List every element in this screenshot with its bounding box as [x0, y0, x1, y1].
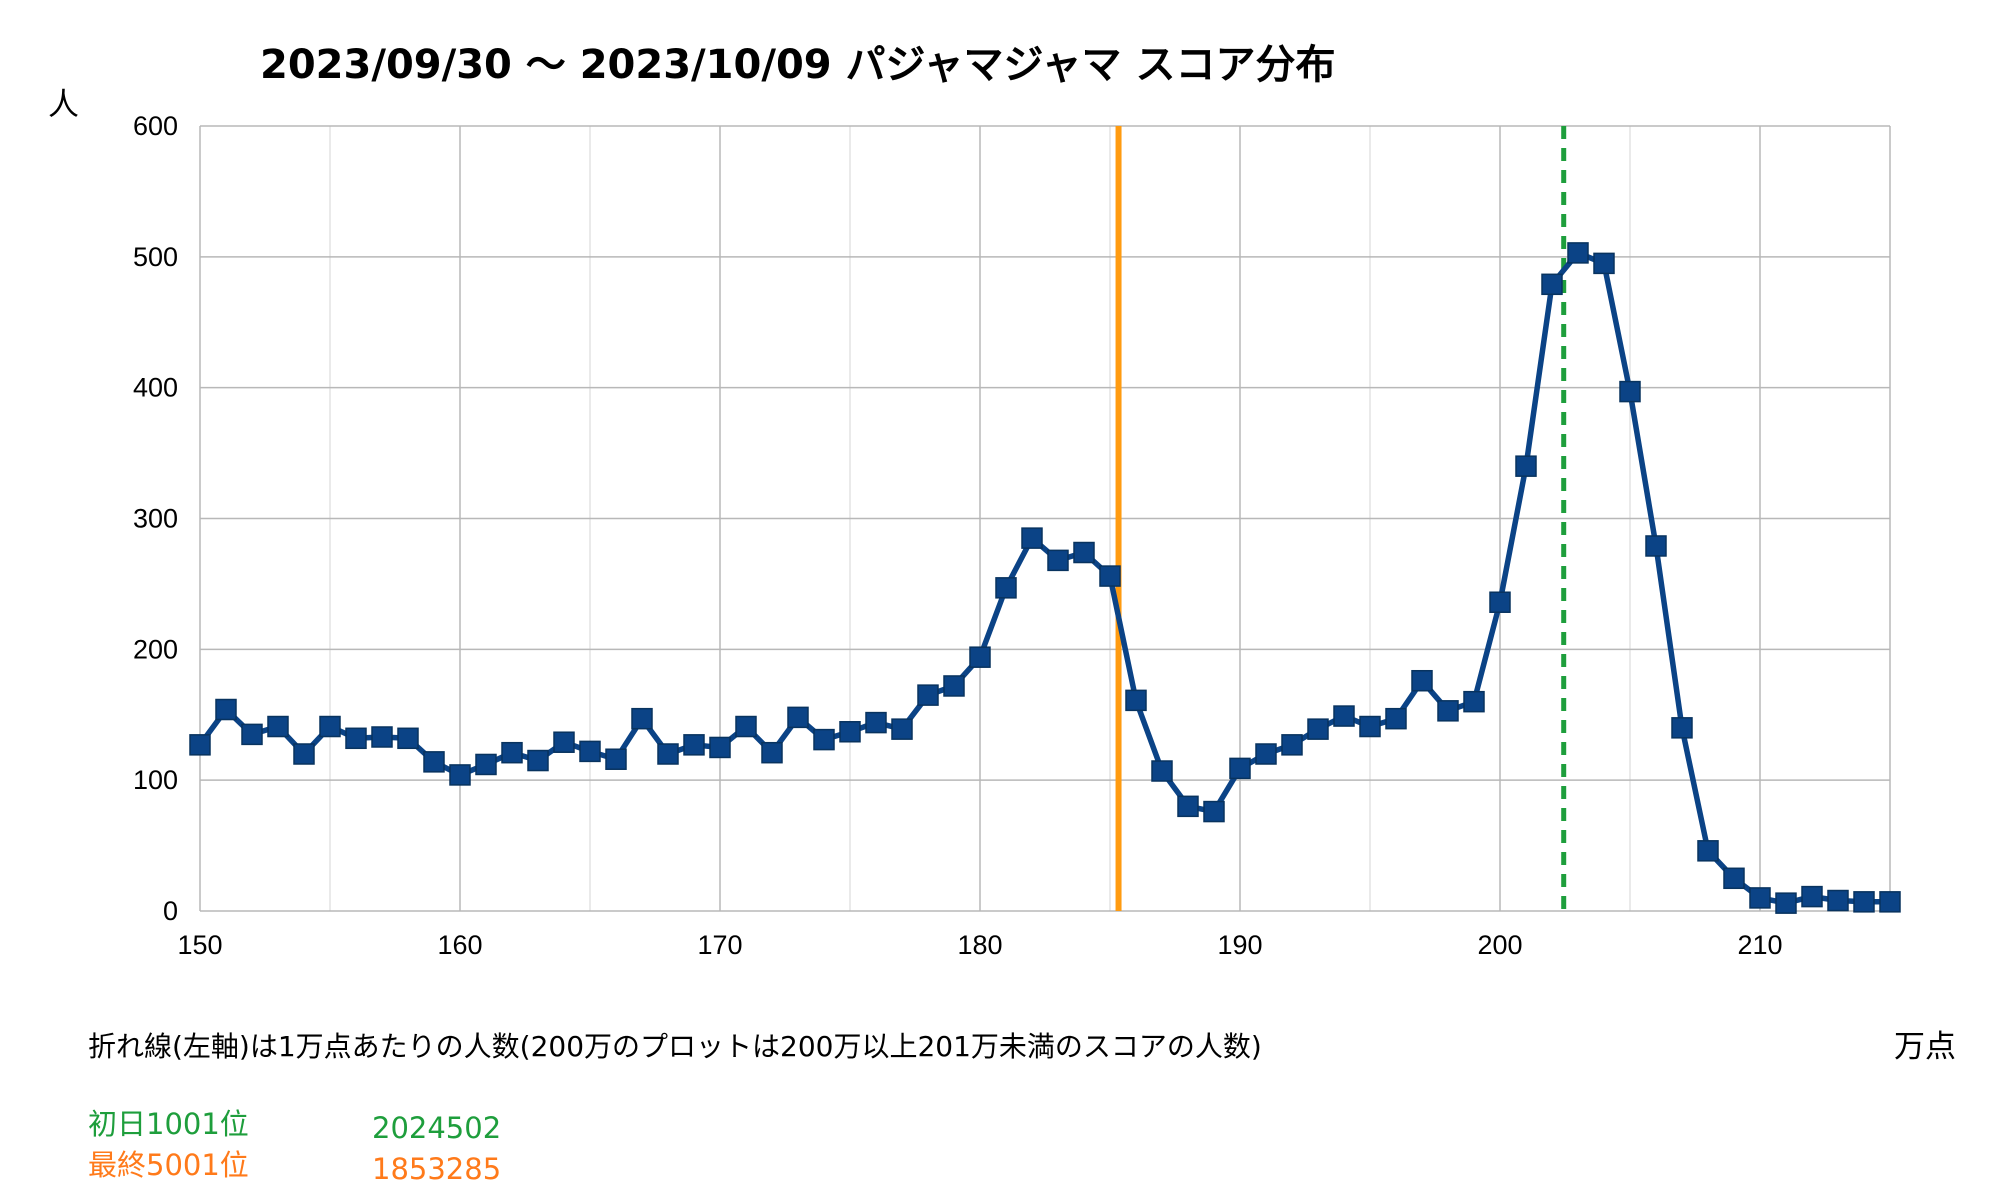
- grid-lines: [199, 125, 1891, 912]
- data-point: [891, 718, 913, 740]
- y-axis-label: 人: [48, 87, 79, 123]
- data-point: [319, 715, 341, 738]
- data-point: [1177, 795, 1199, 818]
- data-point: [1073, 541, 1095, 564]
- data-point: [1359, 715, 1381, 738]
- data-point: [189, 734, 211, 756]
- data-point: [345, 727, 367, 750]
- data-point: [1775, 892, 1797, 914]
- data-point: [631, 707, 653, 730]
- data-point: [787, 706, 809, 729]
- data-point: [1723, 867, 1745, 890]
- data-point: [865, 711, 887, 734]
- data-point: [1697, 840, 1719, 862]
- y-tick-label: 300: [133, 504, 178, 534]
- x-tick-label: 200: [1477, 930, 1522, 960]
- data-point: [1047, 549, 1069, 572]
- data-point: [475, 753, 497, 776]
- data-point: [839, 721, 861, 743]
- y-tick-labels: 0 100 200 300 400 500 600: [133, 111, 178, 926]
- data-point: [1411, 669, 1433, 692]
- data-point: [1437, 700, 1459, 722]
- data-point: [1801, 885, 1823, 908]
- y-tick-label: 200: [133, 634, 178, 664]
- data-point: [969, 646, 991, 668]
- data-point: [1671, 717, 1693, 739]
- data-point: [995, 577, 1017, 599]
- data-point: [397, 727, 419, 750]
- data-point: [1463, 690, 1485, 713]
- data-point: [1021, 527, 1043, 549]
- data-point: [735, 715, 757, 738]
- data-point: [449, 764, 471, 786]
- data-point: [1645, 535, 1667, 557]
- x-tick-label: 150: [177, 930, 222, 960]
- data-point: [1229, 757, 1251, 780]
- data-point: [1827, 889, 1849, 912]
- data-point: [1099, 565, 1121, 587]
- data-point: [1333, 705, 1355, 727]
- series-layer: [189, 242, 1901, 914]
- x-tick-label: 160: [437, 930, 482, 960]
- data-point: [709, 736, 731, 759]
- chart-title: 2023/09/30 〜 2023/10/09 パジャマジャマ スコア分布: [260, 42, 1335, 88]
- x-tick-label: 210: [1737, 930, 1782, 960]
- y-tick-label: 600: [133, 111, 178, 141]
- series-line: [197, 250, 1890, 906]
- data-point: [1385, 707, 1407, 730]
- y-tick-label: 500: [133, 242, 178, 272]
- y-tick-label: 0: [163, 896, 178, 926]
- data-point: [1749, 887, 1771, 909]
- x-tick-label: 180: [957, 930, 1002, 960]
- legend-value-first-day: 2024502: [372, 1111, 501, 1145]
- data-point: [1567, 242, 1589, 264]
- y-tick-label: 400: [133, 373, 178, 403]
- data-point: [1541, 273, 1563, 296]
- data-point: [683, 734, 705, 756]
- data-point: [215, 698, 237, 721]
- data-point: [267, 715, 289, 738]
- data-point: [579, 740, 601, 763]
- data-point: [501, 741, 523, 764]
- data-point: [1255, 743, 1277, 765]
- y-tick-label: 100: [133, 765, 178, 795]
- legend: 初日1001位 2024502 最終5001位 1853285: [88, 1107, 501, 1186]
- data-point: [1281, 734, 1303, 756]
- chart-note: 折れ線(左軸)は1万点あたりの人数(200万のプロットは200万以上201万未満…: [88, 1030, 1262, 1063]
- legend-label-first-day: 初日1001位: [88, 1107, 249, 1141]
- data-point: [917, 684, 939, 706]
- data-point: [293, 743, 315, 765]
- data-point: [423, 751, 445, 773]
- data-point: [813, 728, 835, 751]
- data-point: [527, 749, 549, 772]
- data-point: [553, 731, 575, 753]
- data-point: [1879, 891, 1901, 913]
- reference-lines: [1115, 126, 1567, 911]
- data-point: [657, 743, 679, 765]
- x-tick-label: 170: [697, 930, 742, 960]
- data-point: [1307, 718, 1329, 740]
- data-point: [1593, 252, 1615, 275]
- data-point: [1853, 891, 1875, 913]
- legend-label-final: 最終5001位: [88, 1148, 249, 1182]
- data-point: [1515, 455, 1537, 477]
- data-point: [943, 675, 965, 697]
- x-tick-labels: 150 160 170 180 190 200 210: [177, 930, 1782, 960]
- x-axis-label: 万点: [1894, 1029, 1956, 1065]
- data-point: [1203, 800, 1225, 823]
- data-point: [1489, 591, 1511, 613]
- data-point: [1619, 380, 1641, 403]
- legend-value-final: 1853285: [372, 1152, 501, 1186]
- data-point: [761, 741, 783, 764]
- data-point: [371, 726, 393, 748]
- data-point: [1151, 760, 1173, 782]
- x-tick-label: 190: [1217, 930, 1262, 960]
- data-point: [605, 748, 627, 770]
- data-point: [1125, 689, 1147, 712]
- data-point: [241, 723, 263, 746]
